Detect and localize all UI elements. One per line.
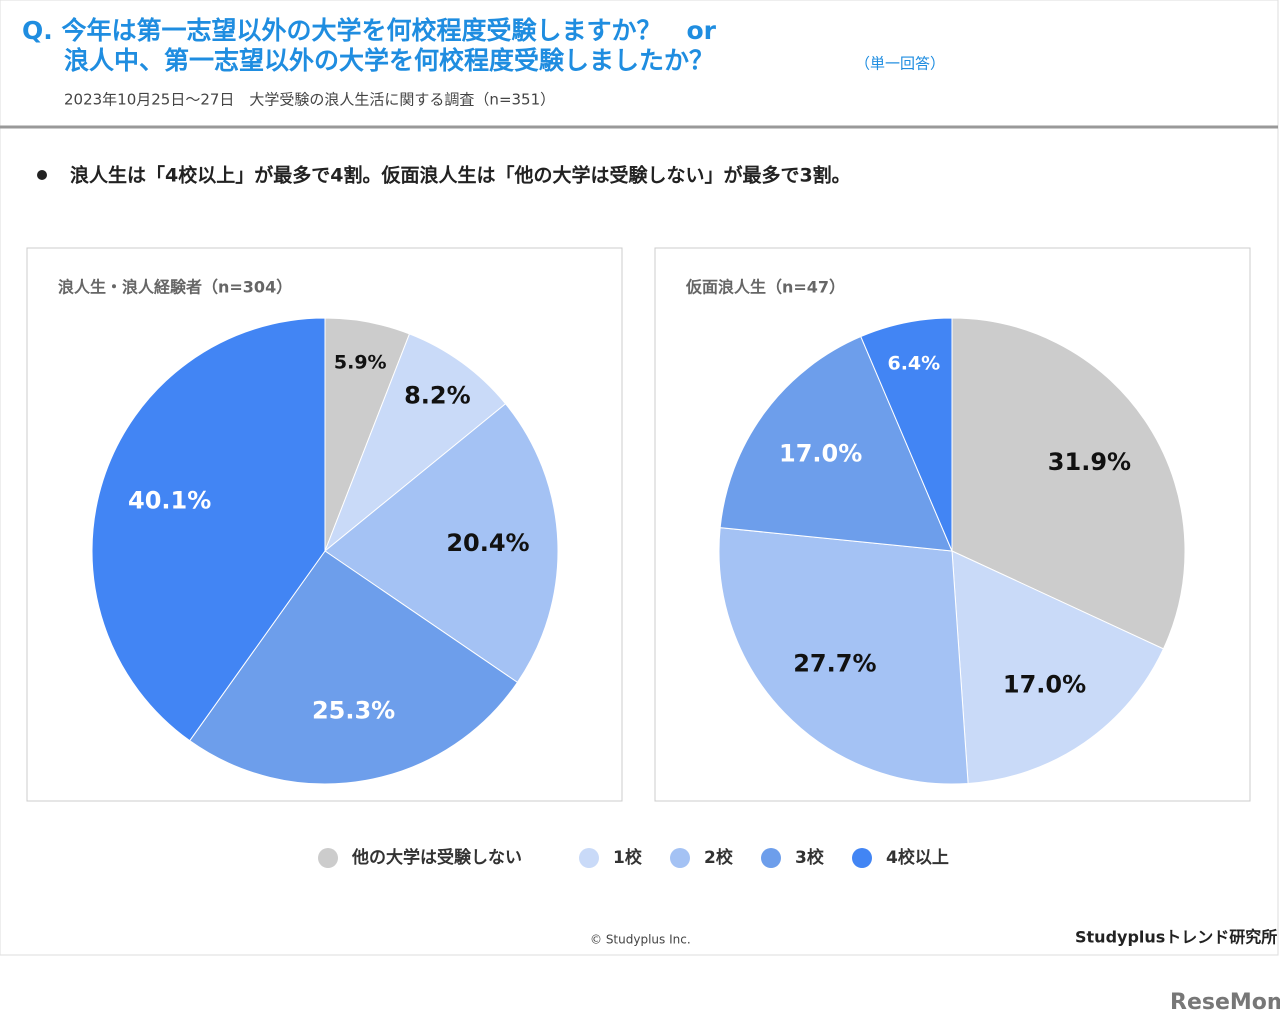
legend-label: 4校以上	[886, 847, 949, 868]
legend-label: 1校	[613, 847, 643, 868]
legend-label: 他の大学は受験しない	[351, 847, 522, 868]
pie-slice	[951, 550, 1165, 784]
legend-swatch	[318, 848, 338, 868]
pie-slice	[718, 527, 969, 785]
pie-slice	[189, 550, 519, 785]
title-line: 浪人中、第一志望以外の大学を何校程度受験しましたか？	[64, 46, 714, 75]
data-label: 17.0%	[1003, 670, 1086, 698]
data-label: 6.4%	[887, 352, 940, 374]
data-label: 5.9%	[334, 352, 387, 374]
data-label: 25.3%	[312, 697, 395, 725]
legend-label: 3校	[795, 847, 825, 868]
subtitle: 2023年10月25日～27日 大学受験の浪人生活に関する調査（n=351）	[64, 91, 555, 109]
bullet	[37, 170, 47, 180]
copyright: © Studyplus Inc.	[590, 933, 691, 947]
legend-swatch	[852, 848, 872, 868]
pie-slice	[719, 335, 953, 552]
pie-slice	[323, 333, 507, 553]
pie-slice	[860, 317, 953, 552]
data-label: 40.1%	[128, 486, 211, 514]
pie-slice	[91, 317, 326, 742]
legend-swatch	[579, 848, 599, 868]
title-note: （単一回答）	[855, 55, 945, 73]
data-label: 17.0%	[779, 439, 862, 467]
data-label: 20.4%	[446, 529, 529, 557]
legend-label: 2校	[704, 847, 734, 868]
summary: 浪人生は「4校以上」が最多で4割。仮面浪人生は「他の大学は受験しない」が最多で3…	[70, 164, 851, 187]
data-label: 8.2%	[404, 381, 471, 409]
panel	[654, 247, 1251, 802]
watermark: ReseMom	[1170, 990, 1280, 1015]
data-label: 31.9%	[1048, 448, 1131, 476]
data-label: 27.7%	[793, 650, 876, 678]
pie-slice	[951, 317, 1186, 650]
title-line: Q. 今年は第一志望以外の大学を何校程度受験しますか？ or	[22, 16, 717, 45]
panel	[26, 247, 623, 802]
legend-swatch	[670, 848, 690, 868]
brand: Studyplusトレンド研究所	[1075, 928, 1277, 947]
legend-swatch	[761, 848, 781, 868]
chart-title: 仮面浪人生（n=47）	[685, 278, 845, 297]
chart-title: 浪人生・浪人経験者（n=304）	[58, 278, 292, 297]
pie-slice	[324, 403, 559, 684]
